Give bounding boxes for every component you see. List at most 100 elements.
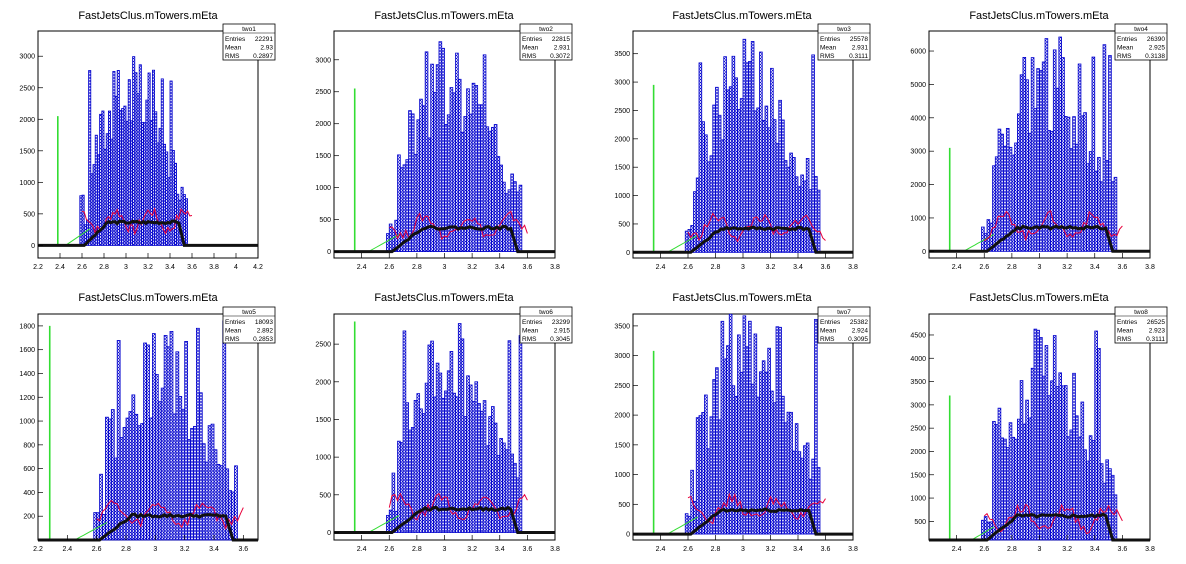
x-tick-label: 2.4 (357, 546, 367, 553)
histogram-bar (1066, 116, 1071, 252)
panel-title: FastJetsClus.mTowers.mEta (374, 10, 514, 22)
x-tick-label: 2.2 (33, 264, 43, 271)
panel-title: FastJetsClus.mTowers.mEta (969, 292, 1109, 304)
histogram-bar (166, 346, 171, 541)
histogram-bar (105, 416, 109, 541)
x-tick-label: 3 (1038, 546, 1042, 553)
y-tick-label: 3000 (19, 54, 35, 61)
histogram-bar (178, 396, 183, 541)
stats-value: 26390 (1147, 36, 1165, 43)
histogram-bar (1033, 328, 1038, 541)
histogram-bar (482, 54, 487, 253)
histogram-bar (157, 401, 162, 541)
histogram-bar (981, 226, 985, 252)
green-curve (667, 516, 698, 535)
y-tick-label: 1000 (315, 185, 331, 192)
histogram-bar (175, 351, 180, 541)
y-tick-label: 500 (618, 502, 630, 509)
x-tick-label: 3.4 (793, 546, 803, 553)
stats-value: 0.3072 (550, 53, 570, 60)
red-curve (983, 210, 1123, 242)
x-axis: 2.4 2.6 2.8 3 3.2 3.4 3.6 3.8 (656, 535, 858, 553)
x-tick-label: 3 (124, 264, 128, 271)
stats-label: RMS (1117, 53, 1132, 60)
histogram-bar (149, 417, 153, 541)
blue-histogram (79, 56, 188, 246)
panel-title: FastJetsClus.mTowers.mEta (78, 292, 218, 304)
histogram-bar (1036, 68, 1040, 252)
y-tick-label: 0 (327, 530, 331, 537)
x-tick-label: 3.8 (550, 546, 560, 553)
stats-label: RMS (522, 336, 537, 343)
histogram-bar (1022, 56, 1027, 252)
y-tick-label: 2500 (19, 85, 35, 92)
x-tick-label: 2.6 (683, 546, 693, 553)
histogram-bar (169, 331, 174, 541)
histogram-bar (695, 417, 700, 535)
black-curve (334, 505, 555, 534)
y-tick-label: 1000 (614, 193, 630, 200)
x-tick-label: 3.6 (1118, 264, 1128, 271)
y-tick-label: 3500 (614, 323, 630, 330)
histogram-bar (1044, 38, 1049, 252)
x-tick-label: 3 (1038, 264, 1042, 271)
histogram-bar (1014, 438, 1018, 541)
x-axis: 2.4 2.6 2.8 3 3.2 3.4 3.6 3.8 (952, 253, 1155, 271)
y-axis: 200 400 600 800 1000 1200 1400 1600 1800 (19, 323, 43, 521)
histogram-bar (491, 406, 495, 533)
histogram-bar (1000, 437, 1004, 541)
stats-box: two3 Entries 25578 Mean 2.931 RMS 0.3111 (817, 23, 871, 61)
stats-value: 0.3095 (848, 336, 868, 343)
histogram-bar (485, 445, 490, 533)
x-axis: 2.4 2.6 2.8 3 3.2 3.4 3.6 3.8 (357, 535, 560, 553)
histogram-bar (753, 110, 758, 253)
x-tick-label: 3.2 (766, 264, 776, 271)
stats-value: 2.931 (554, 45, 571, 52)
y-tick-label: 2500 (614, 108, 630, 115)
histogram-bar (695, 177, 700, 253)
y-tick-label: 200 (23, 514, 35, 521)
y-tick-label: 1500 (614, 442, 630, 449)
histogram-bar (789, 411, 793, 535)
stats-value: 0.3111 (1146, 336, 1165, 343)
histogram-bar (786, 166, 791, 253)
histogram-bar (794, 423, 799, 535)
y-axis: 0 500 1000 1500 2000 2500 3000 (19, 54, 43, 250)
stats-title: two4 (1134, 26, 1148, 33)
x-tick-label: 3.4 (165, 264, 175, 271)
histogram-bar (151, 333, 156, 541)
stats-label: RMS (820, 53, 835, 60)
y-tick-label: 0 (626, 532, 630, 539)
y-tick-label: 1000 (614, 472, 630, 479)
y-tick-label: 3000 (910, 402, 926, 409)
y-tick-label: 5000 (910, 82, 926, 89)
y-tick-label: 1000 (19, 180, 35, 187)
x-tick-label: 3.6 (1118, 546, 1128, 553)
histogram-bar (1075, 143, 1079, 252)
histogram-bar (792, 157, 796, 253)
x-tick-label: 2.6 (77, 264, 87, 271)
x-tick-label: 3.2 (180, 546, 190, 553)
histogram-bar (986, 219, 991, 252)
histogram-bar (737, 109, 741, 253)
histogram-bar (687, 515, 692, 535)
histogram-bar (983, 516, 988, 541)
stats-value: 0.3111 (849, 53, 868, 60)
x-tick-label: 3.6 (821, 264, 831, 271)
histogram-bar (402, 164, 407, 253)
histogram-bar (994, 156, 999, 252)
stats-label: RMS (225, 336, 240, 343)
histogram-bar (438, 41, 443, 253)
histogram-bar (781, 395, 785, 535)
y-tick-label: 400 (23, 490, 35, 497)
y-tick-label: 1400 (19, 371, 35, 378)
y-tick-label: 800 (23, 442, 35, 449)
x-axis: 2.4 2.6 2.8 3 3.2 3.4 3.6 3.8 (952, 535, 1155, 553)
blue-histogram (386, 41, 523, 253)
y-axis: 0 500 1000 1500 2000 2500 3000 3500 (614, 51, 638, 257)
histogram-bar (1052, 49, 1057, 252)
x-tick-label: 2.8 (121, 546, 131, 553)
stats-label: Mean (522, 328, 539, 335)
histogram-bar (1033, 108, 1038, 252)
x-tick-label: 2.6 (683, 264, 693, 271)
